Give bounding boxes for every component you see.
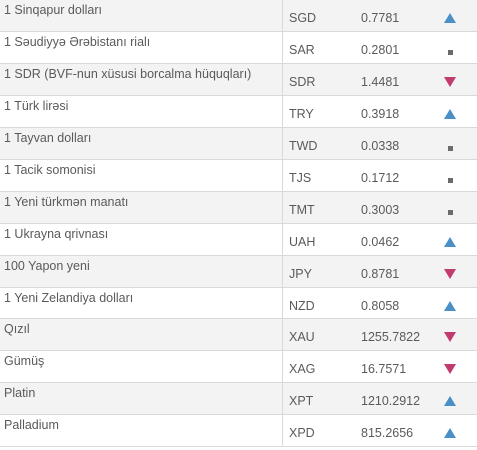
currency-name: 1 Tayvan dolları bbox=[0, 127, 283, 160]
currency-rate: 0.2801 bbox=[361, 43, 400, 58]
currency-name: Gümüş bbox=[0, 350, 283, 383]
no-change-icon bbox=[448, 146, 453, 152]
currency-rate: 0.8781 bbox=[361, 266, 400, 281]
trend-cell bbox=[436, 128, 477, 160]
currency-name: 1 Səudiyyə Ərəbistanı rialı bbox=[0, 31, 283, 64]
trend-cell bbox=[436, 255, 477, 287]
currency-rate: 0.7781 bbox=[361, 11, 400, 25]
currency-code: UAH bbox=[289, 234, 316, 249]
trend-cell bbox=[436, 415, 477, 447]
arrow-down-icon bbox=[444, 364, 456, 375]
currency-name: Platin bbox=[0, 382, 283, 415]
arrow-up-icon bbox=[444, 300, 456, 311]
arrow-up-icon bbox=[444, 109, 456, 120]
table-row: Qızıl XAU 1255.7822 bbox=[0, 318, 477, 351]
table-row: 1 Tacik somonisi TJS 0.1712 bbox=[0, 159, 477, 192]
table-row: 1 Tayvan dolları TWD 0.0338 bbox=[0, 127, 477, 160]
arrow-up-icon bbox=[444, 396, 456, 407]
trend-cell bbox=[436, 32, 477, 64]
table-row: 1 Sinqapur dolları SGD 0.7781 bbox=[0, 0, 477, 32]
currency-code: TWD bbox=[289, 139, 318, 154]
currency-rate: 0.1712 bbox=[361, 170, 400, 185]
currency-code: SDR bbox=[289, 75, 316, 90]
trend-cell bbox=[436, 287, 477, 319]
arrow-up-icon bbox=[444, 13, 456, 23]
currency-rate: 0.3003 bbox=[361, 202, 400, 217]
currency-name: 100 Yapon yeni bbox=[0, 255, 283, 288]
currency-code: XPT bbox=[289, 394, 314, 409]
arrow-down-icon bbox=[444, 77, 456, 88]
trend-cell bbox=[436, 351, 477, 383]
table-row: Palladium XPD 815.2656 bbox=[0, 414, 477, 447]
currency-rate: 0.0338 bbox=[361, 139, 400, 154]
no-change-icon bbox=[448, 50, 453, 56]
trend-cell bbox=[436, 96, 477, 128]
currency-rate: 16.7571 bbox=[361, 362, 407, 377]
currency-code: JPY bbox=[289, 266, 312, 281]
trend-cell bbox=[436, 383, 477, 415]
arrow-up-icon bbox=[444, 236, 456, 247]
trend-cell bbox=[436, 64, 477, 96]
currency-name: Qızıl bbox=[0, 318, 283, 351]
currency-rate: 1255.7822 bbox=[361, 330, 421, 345]
table-row: 1 Türk lirəsi TRY 0.3918 bbox=[0, 95, 477, 128]
currency-name: 1 SDR (BVF-nun xüsusi borcalma hüquqları… bbox=[0, 63, 283, 96]
currency-code: SAR bbox=[289, 43, 315, 58]
table-row: Gümüş XAG 16.7571 bbox=[0, 350, 477, 383]
no-change-icon bbox=[448, 177, 453, 183]
currency-code: XPD bbox=[289, 426, 315, 441]
table-row: 1 SDR (BVF-nun xüsusi borcalma hüquqları… bbox=[0, 63, 477, 96]
table-row: 1 Səudiyyə Ərəbistanı rialı SAR 0.2801 bbox=[0, 31, 477, 64]
currency-rate: 0.8058 bbox=[361, 298, 400, 313]
no-change-icon bbox=[448, 209, 453, 215]
currency-name: Palladium bbox=[0, 414, 283, 447]
table-row: 1 Ukrayna qrivnası UAH 0.0462 bbox=[0, 223, 477, 256]
currency-name: 1 Sinqapur dolları bbox=[0, 0, 283, 32]
currency-code: NZD bbox=[289, 298, 315, 313]
table-row: 100 Yapon yeni JPY 0.8781 bbox=[0, 255, 477, 288]
currency-code: TMT bbox=[289, 202, 315, 217]
table-row: Platin XPT 1210.2912 bbox=[0, 382, 477, 415]
currency-name: 1 Tacik somonisi bbox=[0, 159, 283, 192]
currency-name: 1 Yeni türkmən manatı bbox=[0, 191, 283, 224]
currency-code: XAU bbox=[289, 330, 315, 345]
trend-cell bbox=[436, 319, 477, 351]
currency-rate: 0.3918 bbox=[361, 107, 400, 122]
trend-cell bbox=[436, 0, 477, 32]
currency-rate: 1210.2912 bbox=[361, 394, 421, 409]
currency-rate: 815.2656 bbox=[361, 426, 414, 441]
arrow-down-icon bbox=[444, 268, 456, 279]
arrow-down-icon bbox=[444, 332, 456, 343]
currency-name: 1 Yeni Zelandiya dolları bbox=[0, 287, 283, 319]
table-row: 1 Yeni Zelandiya dolları NZD 0.8058 bbox=[0, 287, 477, 319]
currency-code: TRY bbox=[289, 107, 314, 122]
currency-rate: 0.0462 bbox=[361, 234, 400, 249]
currency-code: TJS bbox=[289, 170, 312, 185]
currency-name: 1 Türk lirəsi bbox=[0, 95, 283, 128]
trend-cell bbox=[436, 191, 477, 223]
currency-name: 1 Ukrayna qrivnası bbox=[0, 223, 283, 256]
currency-rate: 1.4481 bbox=[361, 75, 400, 90]
arrow-up-icon bbox=[444, 428, 456, 439]
table-row: 1 Yeni türkmən manatı TMT 0.3003 bbox=[0, 191, 477, 224]
trend-cell bbox=[436, 223, 477, 255]
currency-code: SGD bbox=[289, 11, 317, 25]
trend-cell bbox=[436, 159, 477, 191]
currency-code: XAG bbox=[289, 362, 316, 377]
